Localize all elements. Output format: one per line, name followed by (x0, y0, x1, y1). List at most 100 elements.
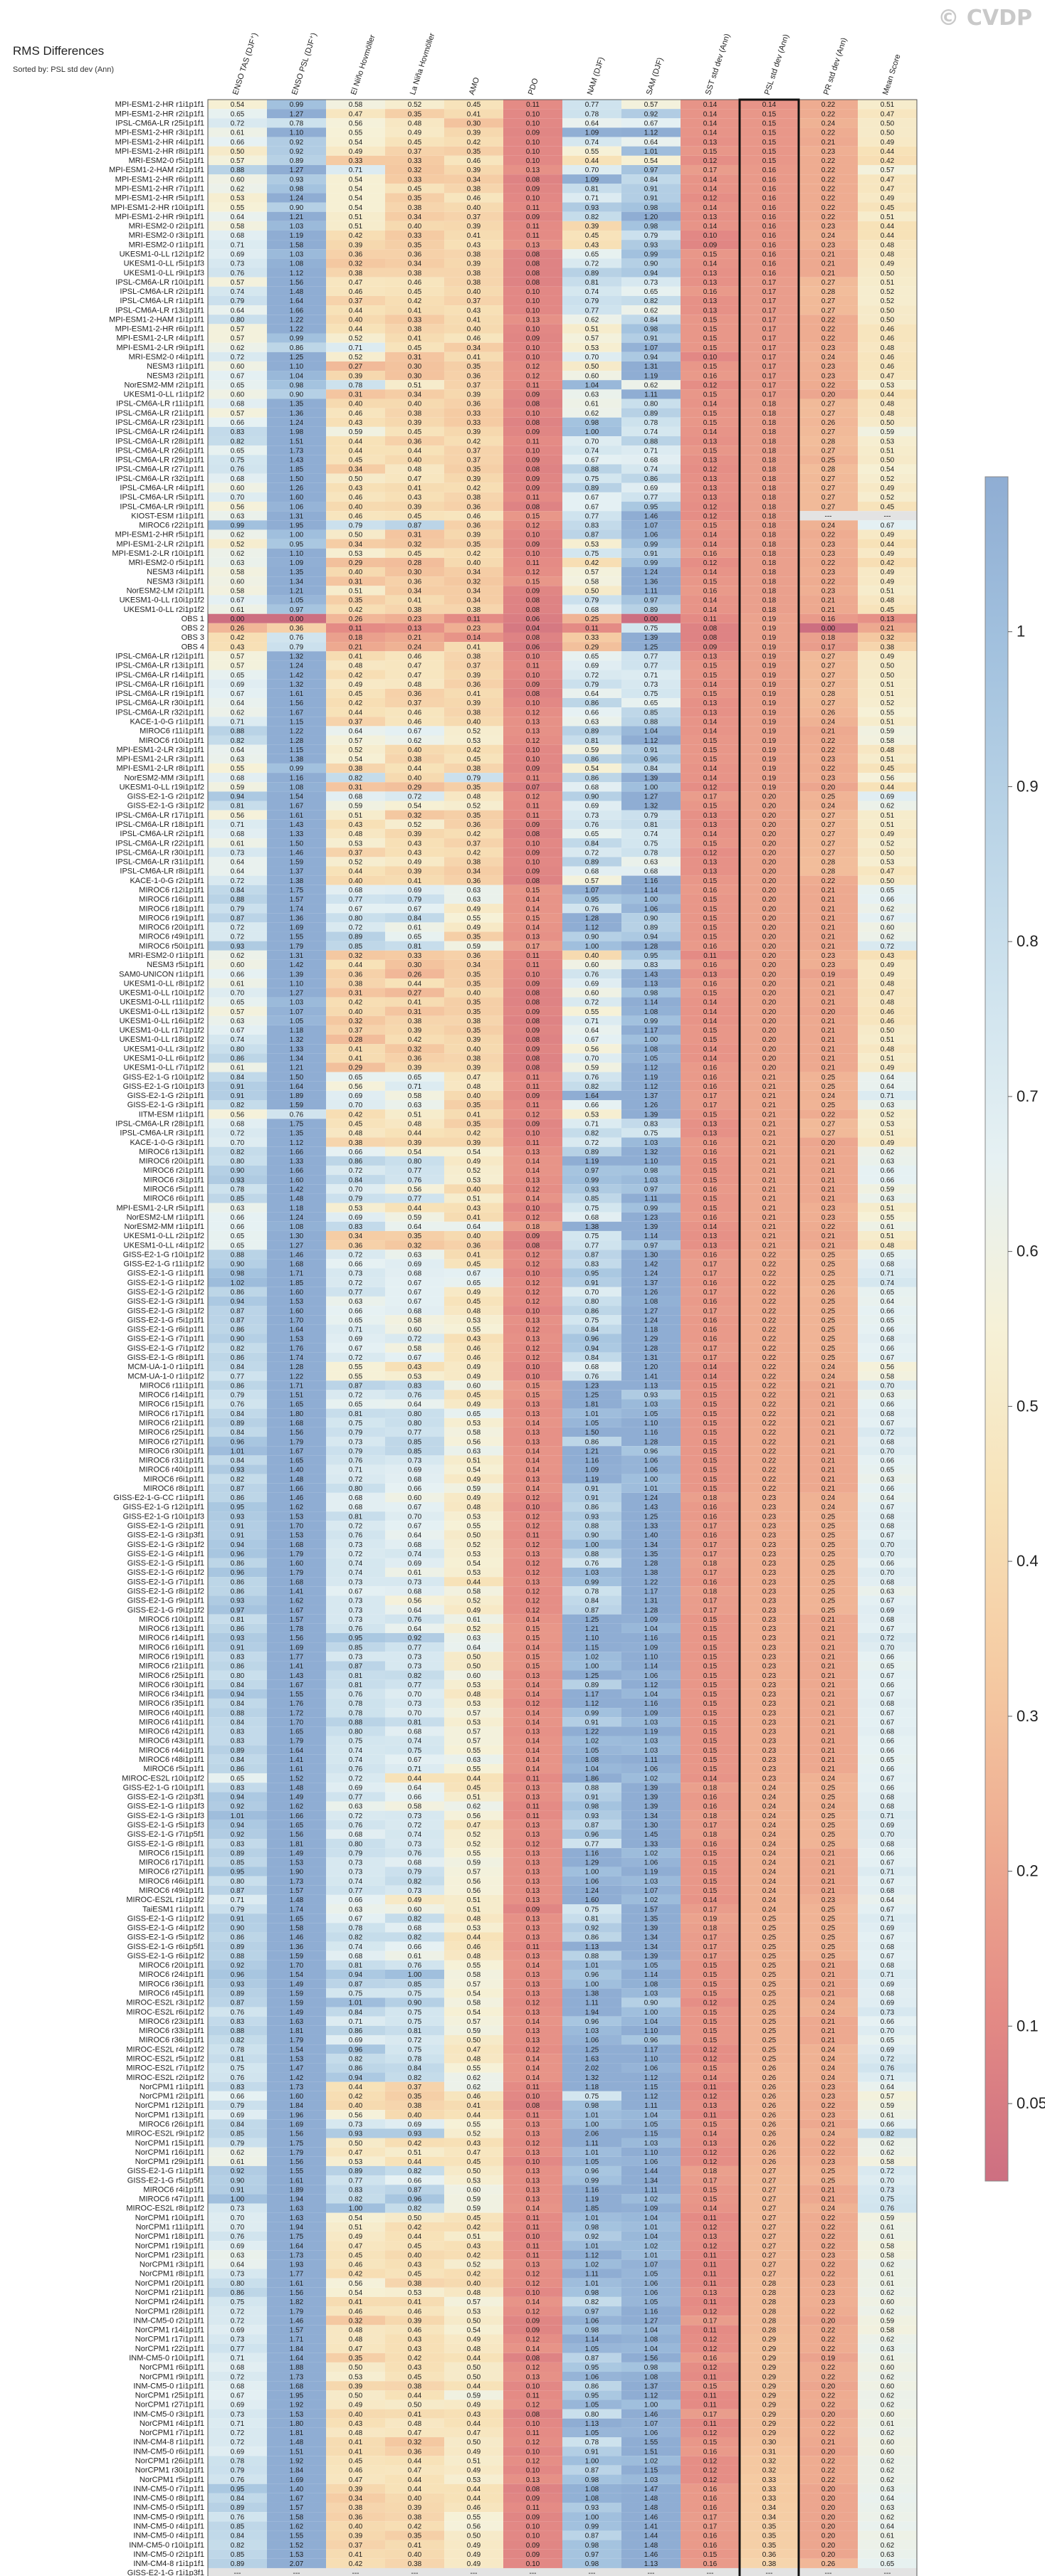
cell-value: 0.38 (467, 1055, 481, 1063)
heatmap-cell (562, 511, 621, 521)
cell-value: 0.15 (703, 1625, 718, 1633)
heatmap-cell (208, 417, 267, 427)
row-label: MIROC6 r30i1p1f1 (139, 1681, 204, 1689)
cell-value: 0.23 (762, 1709, 777, 1717)
cell-value: 1.18 (290, 1027, 304, 1035)
heatmap-cell (858, 249, 917, 259)
cell-value: 0.55 (467, 1523, 481, 1531)
cell-value: 1.60 (585, 1896, 599, 1904)
cell-value: 0.18 (762, 438, 777, 445)
cell-value: 0.72 (231, 354, 245, 361)
cell-value: 0.24 (821, 718, 836, 726)
cell-value: 1.09 (585, 176, 599, 184)
cell-value: 0.47 (408, 475, 422, 483)
heatmap-cell (326, 613, 385, 623)
cell-value: 1.02 (644, 1775, 658, 1783)
heatmap-cell (326, 511, 385, 521)
cell-value: 0.40 (467, 1232, 481, 1240)
heatmap-cell (858, 548, 917, 558)
cell-value: 0.22 (762, 1438, 777, 1446)
cell-value: 0.62 (585, 316, 599, 324)
cell-value: 0.34 (467, 176, 481, 184)
cell-value: 0.08 (526, 1018, 540, 1025)
cell-value: 0.97 (644, 1186, 658, 1193)
heatmap-cell (208, 511, 267, 521)
cell-value: 0.65 (231, 1232, 245, 1240)
heatmap-cell (503, 670, 562, 680)
row-label: MIROC6 r22i1p1f1 (139, 522, 204, 530)
heatmap-cell (444, 164, 503, 175)
cell-value: 0.38 (467, 186, 481, 194)
cell-value: 0.72 (231, 120, 245, 128)
cell-value: 1.71 (290, 1382, 304, 1390)
cell-value: 0.95 (585, 1270, 599, 1278)
cell-value: 0.10 (526, 1205, 540, 1213)
row-label: IPSL-CM6A-LR r16i1p1f1 (115, 680, 204, 689)
cell-value: 0.24 (762, 1896, 777, 1904)
cell-value: 0.12 (703, 512, 718, 520)
cell-value: 0.65 (349, 1401, 363, 1409)
cell-value: 0.73 (644, 681, 658, 689)
cell-value: 0.61 (585, 401, 599, 408)
heatmap-cell (444, 557, 503, 567)
cell-value: 0.21 (821, 1176, 836, 1184)
cell-value: 0.40 (585, 952, 599, 960)
cell-value: 0.68 (408, 1270, 422, 1278)
cell-value: 0.57 (585, 569, 599, 576)
cell-value: 0.21 (821, 728, 836, 736)
heatmap-cell (799, 155, 858, 165)
cell-value: 1.32 (644, 1149, 658, 1156)
cell-value: 0.36 (349, 250, 363, 258)
heatmap-cell (858, 492, 917, 502)
cell-value: 0.13 (703, 485, 718, 492)
cell-value: 0.67 (231, 372, 245, 380)
cell-value: 0.19 (762, 709, 777, 717)
cell-value: 1.86 (585, 1775, 599, 1783)
cell-value: 1.33 (290, 1158, 304, 1166)
heatmap-cell (444, 305, 503, 315)
cell-value: 0.12 (526, 1598, 540, 1605)
heatmap-cell (740, 520, 799, 530)
cell-value: 0.00 (231, 616, 245, 623)
heatmap-cell (621, 193, 681, 203)
row-label: OBS 2 (182, 624, 204, 633)
cell-value: 0.40 (408, 746, 422, 754)
cell-value: 0.08 (526, 690, 540, 698)
cell-value: 0.89 (644, 606, 658, 614)
cell-value: 1.00 (644, 1476, 658, 1484)
cell-value: 0.49 (349, 148, 363, 156)
cell-value: 1.05 (585, 1747, 599, 1755)
cell-value: 0.38 (408, 756, 422, 764)
cell-value: 0.16 (762, 213, 777, 221)
heatmap-cell (562, 623, 621, 633)
cell-value: 0.27 (821, 849, 836, 857)
cell-value: 0.98 (644, 1167, 658, 1175)
cell-value: 1.56 (290, 279, 304, 287)
cell-value: 0.19 (762, 765, 777, 773)
heatmap-cell (562, 670, 621, 680)
heatmap-cell (858, 389, 917, 399)
cell-value: 0.14 (526, 1457, 540, 1465)
heatmap-cell (385, 548, 444, 558)
heatmap-cell (444, 604, 503, 614)
heatmap-cell (503, 268, 562, 278)
cell-value: 1.02 (585, 1653, 599, 1661)
cell-value: 0.24 (762, 1803, 777, 1811)
row-label: MIROC6 r44i1p1f1 (139, 1746, 204, 1755)
cell-value: 1.62 (290, 1598, 304, 1605)
cell-value: 1.39 (644, 774, 658, 782)
cell-value: 0.65 (467, 1410, 481, 1418)
heatmap-cell (503, 193, 562, 203)
cell-value: 0.76 (408, 1616, 422, 1624)
cell-value: 0.12 (526, 1289, 540, 1297)
cell-value: 0.09 (526, 1027, 540, 1035)
cell-value: 0.80 (231, 1158, 245, 1166)
heatmap-cell (799, 352, 858, 361)
row-label: UKESM1-0-LL r3i1p1f2 (124, 1045, 204, 1053)
heatmap-cell (562, 146, 621, 156)
cell-value: 0.25 (821, 1251, 836, 1259)
cell-value: 1.64 (290, 297, 304, 305)
heatmap-cell (385, 408, 444, 418)
cell-value: 1.06 (585, 1878, 599, 1886)
cell-value: 1.50 (585, 1429, 599, 1437)
